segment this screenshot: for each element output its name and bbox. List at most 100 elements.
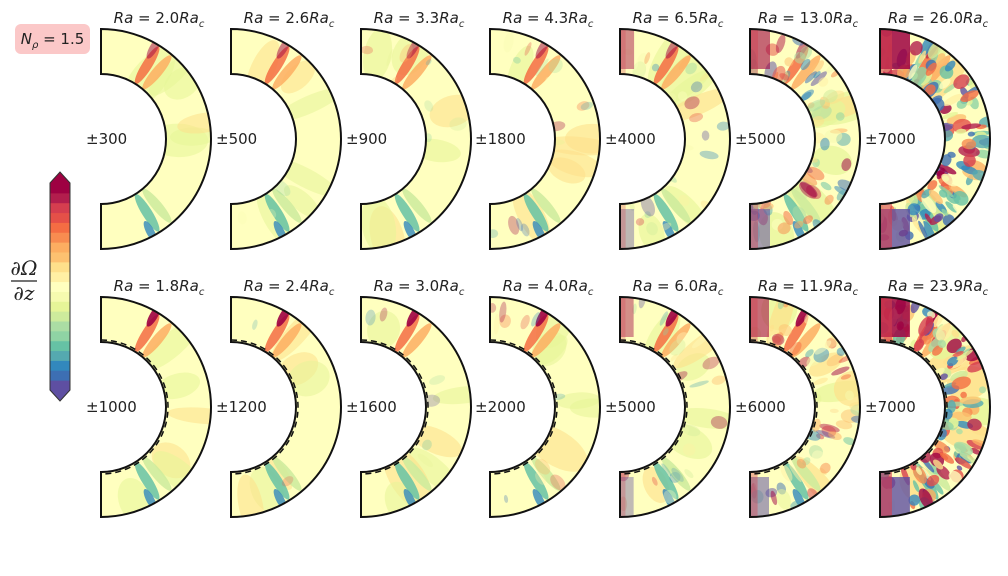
panel-ra-value: = 6.5	[652, 9, 698, 27]
panel-ra-value: = 4.3	[522, 9, 568, 27]
panel-range-label: ±5000	[735, 130, 786, 148]
panel-range-label: ±1000	[86, 398, 137, 416]
panel-range-label: ±7000	[865, 398, 916, 416]
panel-range-label: ±500	[216, 130, 257, 148]
colorbar-level	[50, 261, 70, 273]
panel-ra-value: = 11.9	[777, 277, 833, 295]
panel-title: Ra = 2.6Rac	[244, 9, 335, 30]
panel-grid: Ra = 2.0Rac ±300 Ra = 2.6Rac ±500 Ra = 3.3Ra…	[86, 9, 991, 519]
dashed-boundary	[100, 339, 169, 475]
panel-range-label: ±300	[86, 130, 127, 148]
colorbar-level	[50, 370, 70, 381]
colorbar-level	[50, 291, 70, 302]
colorbar-level	[50, 252, 70, 263]
colorbar-level	[50, 202, 70, 214]
colorbar-level	[50, 321, 70, 332]
panel-ra-value: = 23.9	[907, 277, 963, 295]
colorbar	[49, 171, 71, 402]
meridional-panel: Ra = 4.3Rac ±1800	[475, 9, 601, 251]
panel-title: Ra = 6.5Rac	[633, 9, 724, 30]
colorbar-level	[50, 380, 70, 391]
panel-title: Ra = 23.9Rac	[888, 277, 989, 298]
colorbar-numerator: ∂Ω	[11, 256, 38, 280]
panel-outline	[749, 295, 861, 519]
colorbar-level	[50, 311, 70, 322]
meridional-panel: Ra = 6.5Rac ±4000	[605, 9, 731, 251]
panel-outline	[879, 295, 991, 519]
panel-title: Ra = 2.4Rac	[244, 277, 335, 298]
colorbar-level	[50, 281, 70, 292]
colorbar-extend-min	[50, 390, 70, 401]
panel-ra-value: = 2.4	[263, 277, 309, 295]
panel-outline	[230, 295, 342, 519]
colorbar-level	[50, 192, 70, 204]
panel-outline	[489, 295, 601, 519]
meridional-panel: Ra = 26.0Rac ±7000	[865, 9, 991, 251]
panel-title: Ra = 2.0Rac	[114, 9, 205, 30]
panel-range-label: ±6000	[735, 398, 786, 416]
colorbar-level	[50, 340, 70, 352]
colorbar-extend-max	[50, 172, 70, 183]
panel-outline	[749, 27, 861, 251]
panel-ra-value: = 3.3	[393, 9, 439, 27]
panel-title: Ra = 13.0Rac	[758, 9, 859, 30]
panel-ra-value: = 3.0	[393, 277, 439, 295]
panel-outline	[230, 27, 342, 251]
dashed-boundary	[360, 339, 429, 475]
colorbar-denominator: ∂z	[14, 281, 35, 305]
dashed-boundary	[749, 339, 818, 475]
panel-ra-value: = 26.0	[907, 9, 963, 27]
meridional-panel: Ra = 2.4Rac ±1200	[216, 277, 342, 519]
panel-outline	[879, 27, 991, 251]
colorbar-level	[50, 360, 70, 371]
panel-ra-value: = 4.0	[522, 277, 568, 295]
meridional-panel: Ra = 2.0Rac ±300	[86, 9, 212, 251]
meridional-panel: Ra = 3.0Rac ±1600	[346, 277, 472, 519]
meridional-panel: Ra = 3.3Rac ±900	[346, 9, 472, 251]
panel-title: Ra = 11.9Rac	[758, 277, 859, 298]
panel-range-label: ±900	[346, 130, 387, 148]
panel-ra-value: = 13.0	[777, 9, 833, 27]
colorbar-label: ∂Ω ∂z	[11, 256, 38, 305]
colorbar-level	[50, 350, 70, 361]
panel-outline	[360, 295, 472, 519]
panel-title: Ra = 3.0Rac	[374, 277, 465, 298]
panel-outline	[619, 27, 731, 251]
colorbar-level	[50, 330, 70, 342]
colorbar-level	[50, 232, 70, 243]
dashed-boundary	[230, 339, 299, 475]
colorbar-level	[50, 183, 70, 194]
panel-title: Ra = 6.0Rac	[633, 277, 724, 298]
meridional-panel: Ra = 4.0Rac ±2000	[475, 277, 601, 519]
panel-outline	[360, 27, 472, 251]
meridional-panel: Ra = 13.0Rac ±5000	[735, 9, 861, 251]
dashed-boundary	[619, 339, 688, 475]
stratification-badge: Nρ = 1.5	[15, 24, 90, 54]
meridional-panel: Ra = 11.9Rac ±6000	[735, 277, 861, 519]
panel-range-label: ±1600	[346, 398, 397, 416]
panel-range-label: ±1800	[475, 130, 526, 148]
panel-title: Ra = 4.0Rac	[503, 277, 594, 298]
panel-range-label: ±2000	[475, 398, 526, 416]
colorbar-level	[50, 222, 70, 233]
panel-outline	[100, 295, 212, 519]
dashed-boundary	[879, 339, 948, 475]
panel-range-label: ±1200	[216, 398, 267, 416]
stratification-label: Nρ = 1.5	[21, 30, 85, 51]
panel-range-label: ±4000	[605, 130, 656, 148]
panel-field	[361, 29, 471, 249]
colorbar-level	[50, 212, 70, 223]
panel-title: Ra = 3.3Rac	[374, 9, 465, 30]
meridional-panel: Ra = 6.0Rac ±5000	[605, 277, 731, 519]
colorbar-level	[50, 242, 70, 253]
panel-ra-value: = 2.6	[263, 9, 309, 27]
panel-range-label: ±5000	[605, 398, 656, 416]
panel-title: Ra = 4.3Rac	[503, 9, 594, 30]
colorbar-level	[50, 301, 70, 312]
panel-outline	[100, 27, 212, 251]
dashed-boundary	[489, 339, 558, 475]
panel-outline	[619, 295, 731, 519]
meridional-panel: Ra = 23.9Rac ±7000	[865, 277, 991, 519]
panel-ra-value: = 1.8	[133, 277, 179, 295]
